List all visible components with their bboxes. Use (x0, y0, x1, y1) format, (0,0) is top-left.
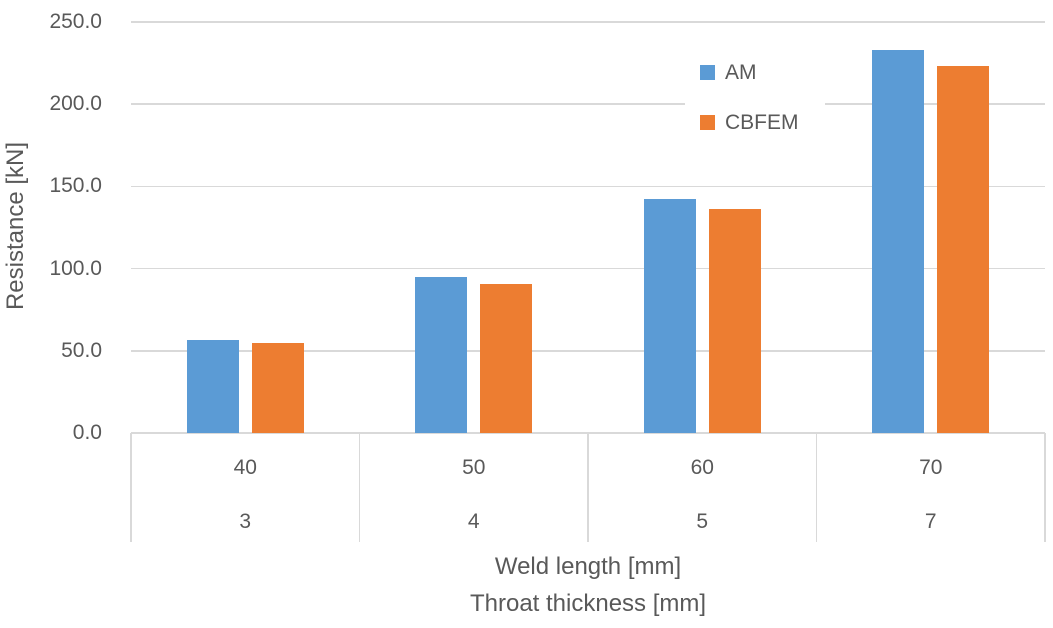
legend-item-cbfem: CBFEM (685, 110, 825, 136)
bar-am (872, 50, 925, 433)
legend-label: AM (725, 61, 757, 84)
y-axis-title: Resistance [kN] (2, 141, 29, 311)
category-cell-border (815, 433, 818, 542)
y-tick-label: 150.0 (49, 174, 102, 198)
x-axis-title-throat-thickness: Throat thickness [mm] (469, 590, 707, 617)
y-tick-label: 0.0 (72, 421, 102, 444)
bar-cbfem (937, 66, 990, 433)
legend-item-am: AM (685, 60, 825, 86)
gridline (131, 350, 1045, 352)
bar-am (643, 199, 696, 433)
gridline (131, 185, 1045, 188)
category-label-row2: 5 (696, 510, 709, 533)
y-tick-label: 200.0 (49, 92, 102, 116)
bar-cbfem (480, 283, 533, 433)
y-tick-label: 250.0 (49, 10, 102, 33)
legend: AM CBFEM (685, 46, 825, 142)
legend-label: CBFEM (725, 111, 799, 134)
gridline (131, 267, 1045, 270)
y-tick-label: 50.0 (61, 338, 102, 362)
category-label-row2: 3 (239, 510, 252, 533)
category-cell-border (130, 433, 132, 542)
category-label-row2: 4 (467, 510, 480, 533)
bar-am (186, 339, 239, 433)
category-label-row1: 60 (690, 456, 714, 479)
legend-swatch-cbfem (700, 115, 715, 130)
gridline (131, 103, 1045, 105)
category-label-row1: 50 (462, 456, 486, 479)
y-tick-label: 100.0 (49, 256, 102, 280)
category-label-row2: 7 (924, 510, 937, 533)
category-cell-border (358, 433, 361, 542)
category-cell-border (587, 433, 589, 542)
category-label-row1: 40 (233, 456, 257, 479)
bar-am (415, 276, 468, 433)
gridline (131, 21, 1045, 23)
bar-cbfem (708, 209, 761, 433)
category-cell-border (1044, 433, 1046, 542)
bar-cbfem (251, 342, 304, 433)
category-label-row1: 70 (919, 456, 943, 479)
x-axis-title-weld-length: Weld length [mm] (494, 553, 682, 580)
legend-swatch-am (700, 65, 715, 80)
